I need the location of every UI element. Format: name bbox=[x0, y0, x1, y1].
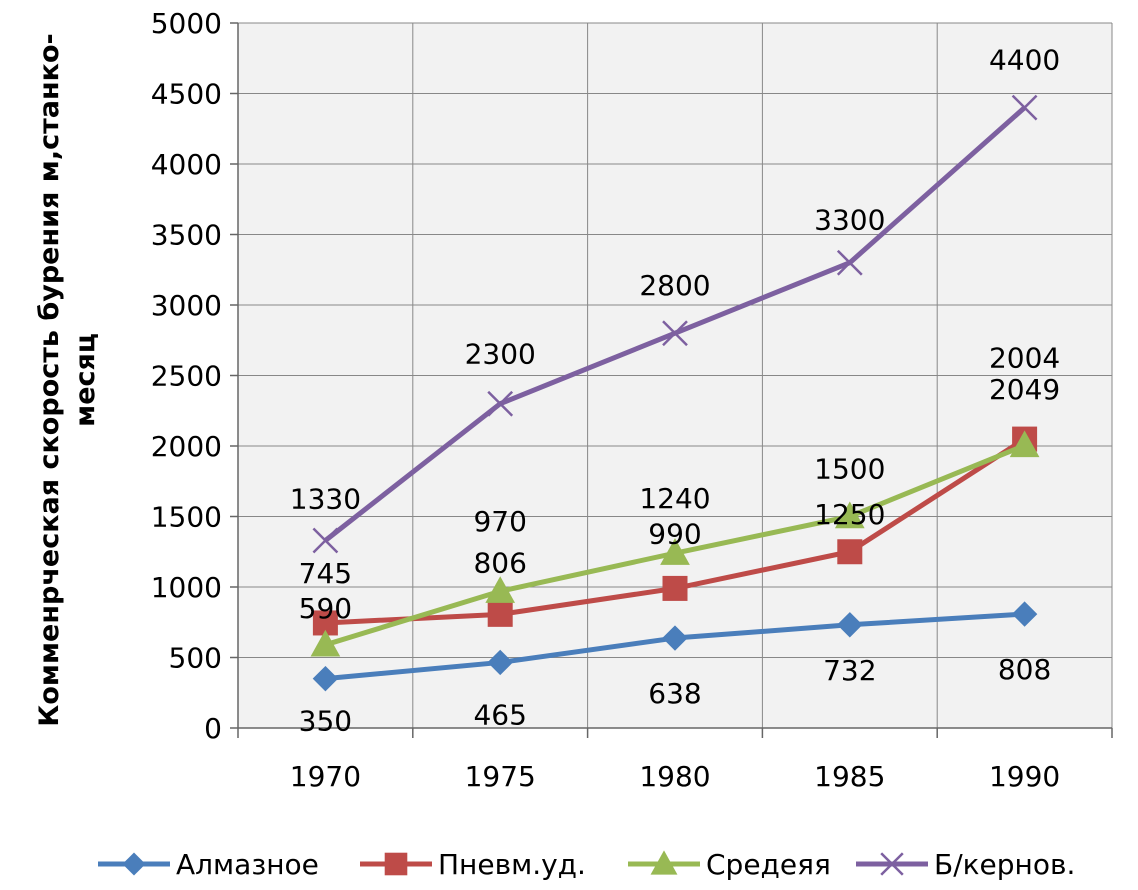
data-label: 970 bbox=[473, 505, 526, 538]
marker-diamond bbox=[837, 612, 863, 638]
data-label: 745 bbox=[299, 557, 352, 590]
x-tick-label: 1975 bbox=[465, 760, 536, 793]
data-label: 4400 bbox=[989, 44, 1060, 77]
legend-item-2: Средеяя bbox=[628, 848, 831, 881]
data-label: 808 bbox=[998, 653, 1051, 686]
legend-label: Средеяя bbox=[706, 848, 831, 881]
data-label: 590 bbox=[299, 592, 352, 625]
y-tick-label: 3000 bbox=[151, 289, 222, 322]
x-tick-label: 1970 bbox=[290, 760, 361, 793]
marker-triangle bbox=[1009, 430, 1040, 458]
data-label: 2300 bbox=[465, 338, 536, 371]
marker-triangle bbox=[310, 629, 341, 657]
marker-square bbox=[662, 575, 688, 601]
series-2 bbox=[310, 430, 1040, 657]
legend: Алмазное Пневм.уд. Средеяя Б/кернов. bbox=[98, 848, 1075, 881]
data-label: 465 bbox=[473, 698, 526, 731]
marker-x bbox=[312, 527, 339, 554]
marker-triangle bbox=[660, 538, 690, 565]
y-tick-labels: 0 500 1000 1500 2000 2500 3000 3500 4000 4500 5000 bbox=[151, 7, 222, 745]
y-tick-label: 2500 bbox=[151, 360, 222, 393]
y-axis-title-line-1: Комменрческая скорость бурения м,станко- bbox=[34, 33, 65, 726]
data-label: 2049 bbox=[989, 373, 1060, 406]
data-label: 1500 bbox=[814, 453, 885, 486]
legend-item-1: Пневм.уд. bbox=[360, 848, 586, 881]
marker-triangle bbox=[834, 501, 865, 529]
y-axis-title-line-2: месяц bbox=[70, 333, 101, 427]
marker-x-stroke bbox=[1011, 94, 1038, 121]
marker-diamond bbox=[312, 665, 339, 692]
marker-square bbox=[837, 539, 863, 565]
x-tick-labels: 1970 1975 1980 1985 1990 bbox=[290, 760, 1060, 793]
marker-triangle bbox=[650, 850, 678, 875]
marker-x bbox=[880, 852, 904, 876]
marker-triangle bbox=[485, 576, 516, 603]
y-tick-label: 4500 bbox=[151, 78, 222, 111]
series-0 bbox=[312, 601, 1038, 692]
data-label: 2004 bbox=[989, 341, 1060, 374]
y-tick-label: 3500 bbox=[151, 219, 222, 252]
marker-diamond bbox=[487, 649, 513, 676]
marker-diamond bbox=[1011, 601, 1038, 627]
marker-x bbox=[836, 249, 863, 276]
data-label: 1330 bbox=[290, 482, 361, 515]
marker-x bbox=[1011, 94, 1038, 121]
y-tick-label: 4000 bbox=[151, 148, 222, 181]
marker-x-stroke bbox=[487, 390, 514, 417]
y-tick-label: 1000 bbox=[151, 571, 222, 604]
marker-diamond bbox=[122, 852, 146, 876]
x-tick-label: 1990 bbox=[989, 760, 1060, 793]
legend-item-3: Б/кернов. bbox=[856, 848, 1075, 881]
series-group bbox=[310, 94, 1040, 692]
data-label: 2800 bbox=[639, 269, 710, 302]
legend-item-0: Алмазное bbox=[98, 848, 319, 881]
axes bbox=[230, 22, 1113, 738]
data-label: 990 bbox=[648, 517, 701, 550]
data-label: 806 bbox=[473, 546, 526, 579]
data-label: 350 bbox=[299, 705, 352, 738]
data-label: 1240 bbox=[639, 482, 710, 515]
y-tick-label: 1500 bbox=[151, 501, 222, 534]
data-label: 638 bbox=[648, 677, 701, 710]
marker-diamond bbox=[662, 625, 688, 651]
marker-x-stroke bbox=[836, 249, 863, 276]
marker-square bbox=[487, 601, 513, 627]
x-tick-label: 1980 bbox=[639, 760, 710, 793]
legend-label: Б/кернов. bbox=[934, 848, 1075, 881]
y-tick-label: 2000 bbox=[151, 430, 222, 463]
marker-x bbox=[487, 390, 514, 417]
marker-x-stroke bbox=[312, 527, 339, 554]
y-tick-label: 0 bbox=[204, 712, 222, 745]
marker-x-stroke bbox=[880, 852, 904, 876]
data-label: 1250 bbox=[814, 498, 885, 531]
legend-label: Пневм.уд. bbox=[438, 848, 586, 881]
y-axis-title: Комменрческая скорость бурения м,станко-… bbox=[34, 33, 101, 726]
series-3 bbox=[312, 94, 1038, 554]
data-label: 732 bbox=[823, 654, 876, 687]
y-tick-label: 5000 bbox=[151, 7, 222, 40]
data-labels-group: 350 465 638 732 808 745 806 990 1250 2049 590 970 12… bbox=[290, 44, 1060, 738]
legend-label: Алмазное bbox=[176, 848, 319, 881]
marker-x-stroke bbox=[662, 320, 688, 347]
marker-square bbox=[384, 852, 408, 876]
y-tick-label: 500 bbox=[169, 642, 222, 675]
data-label: 3300 bbox=[814, 204, 885, 237]
x-tick-label: 1985 bbox=[814, 760, 885, 793]
marker-x bbox=[662, 320, 688, 347]
